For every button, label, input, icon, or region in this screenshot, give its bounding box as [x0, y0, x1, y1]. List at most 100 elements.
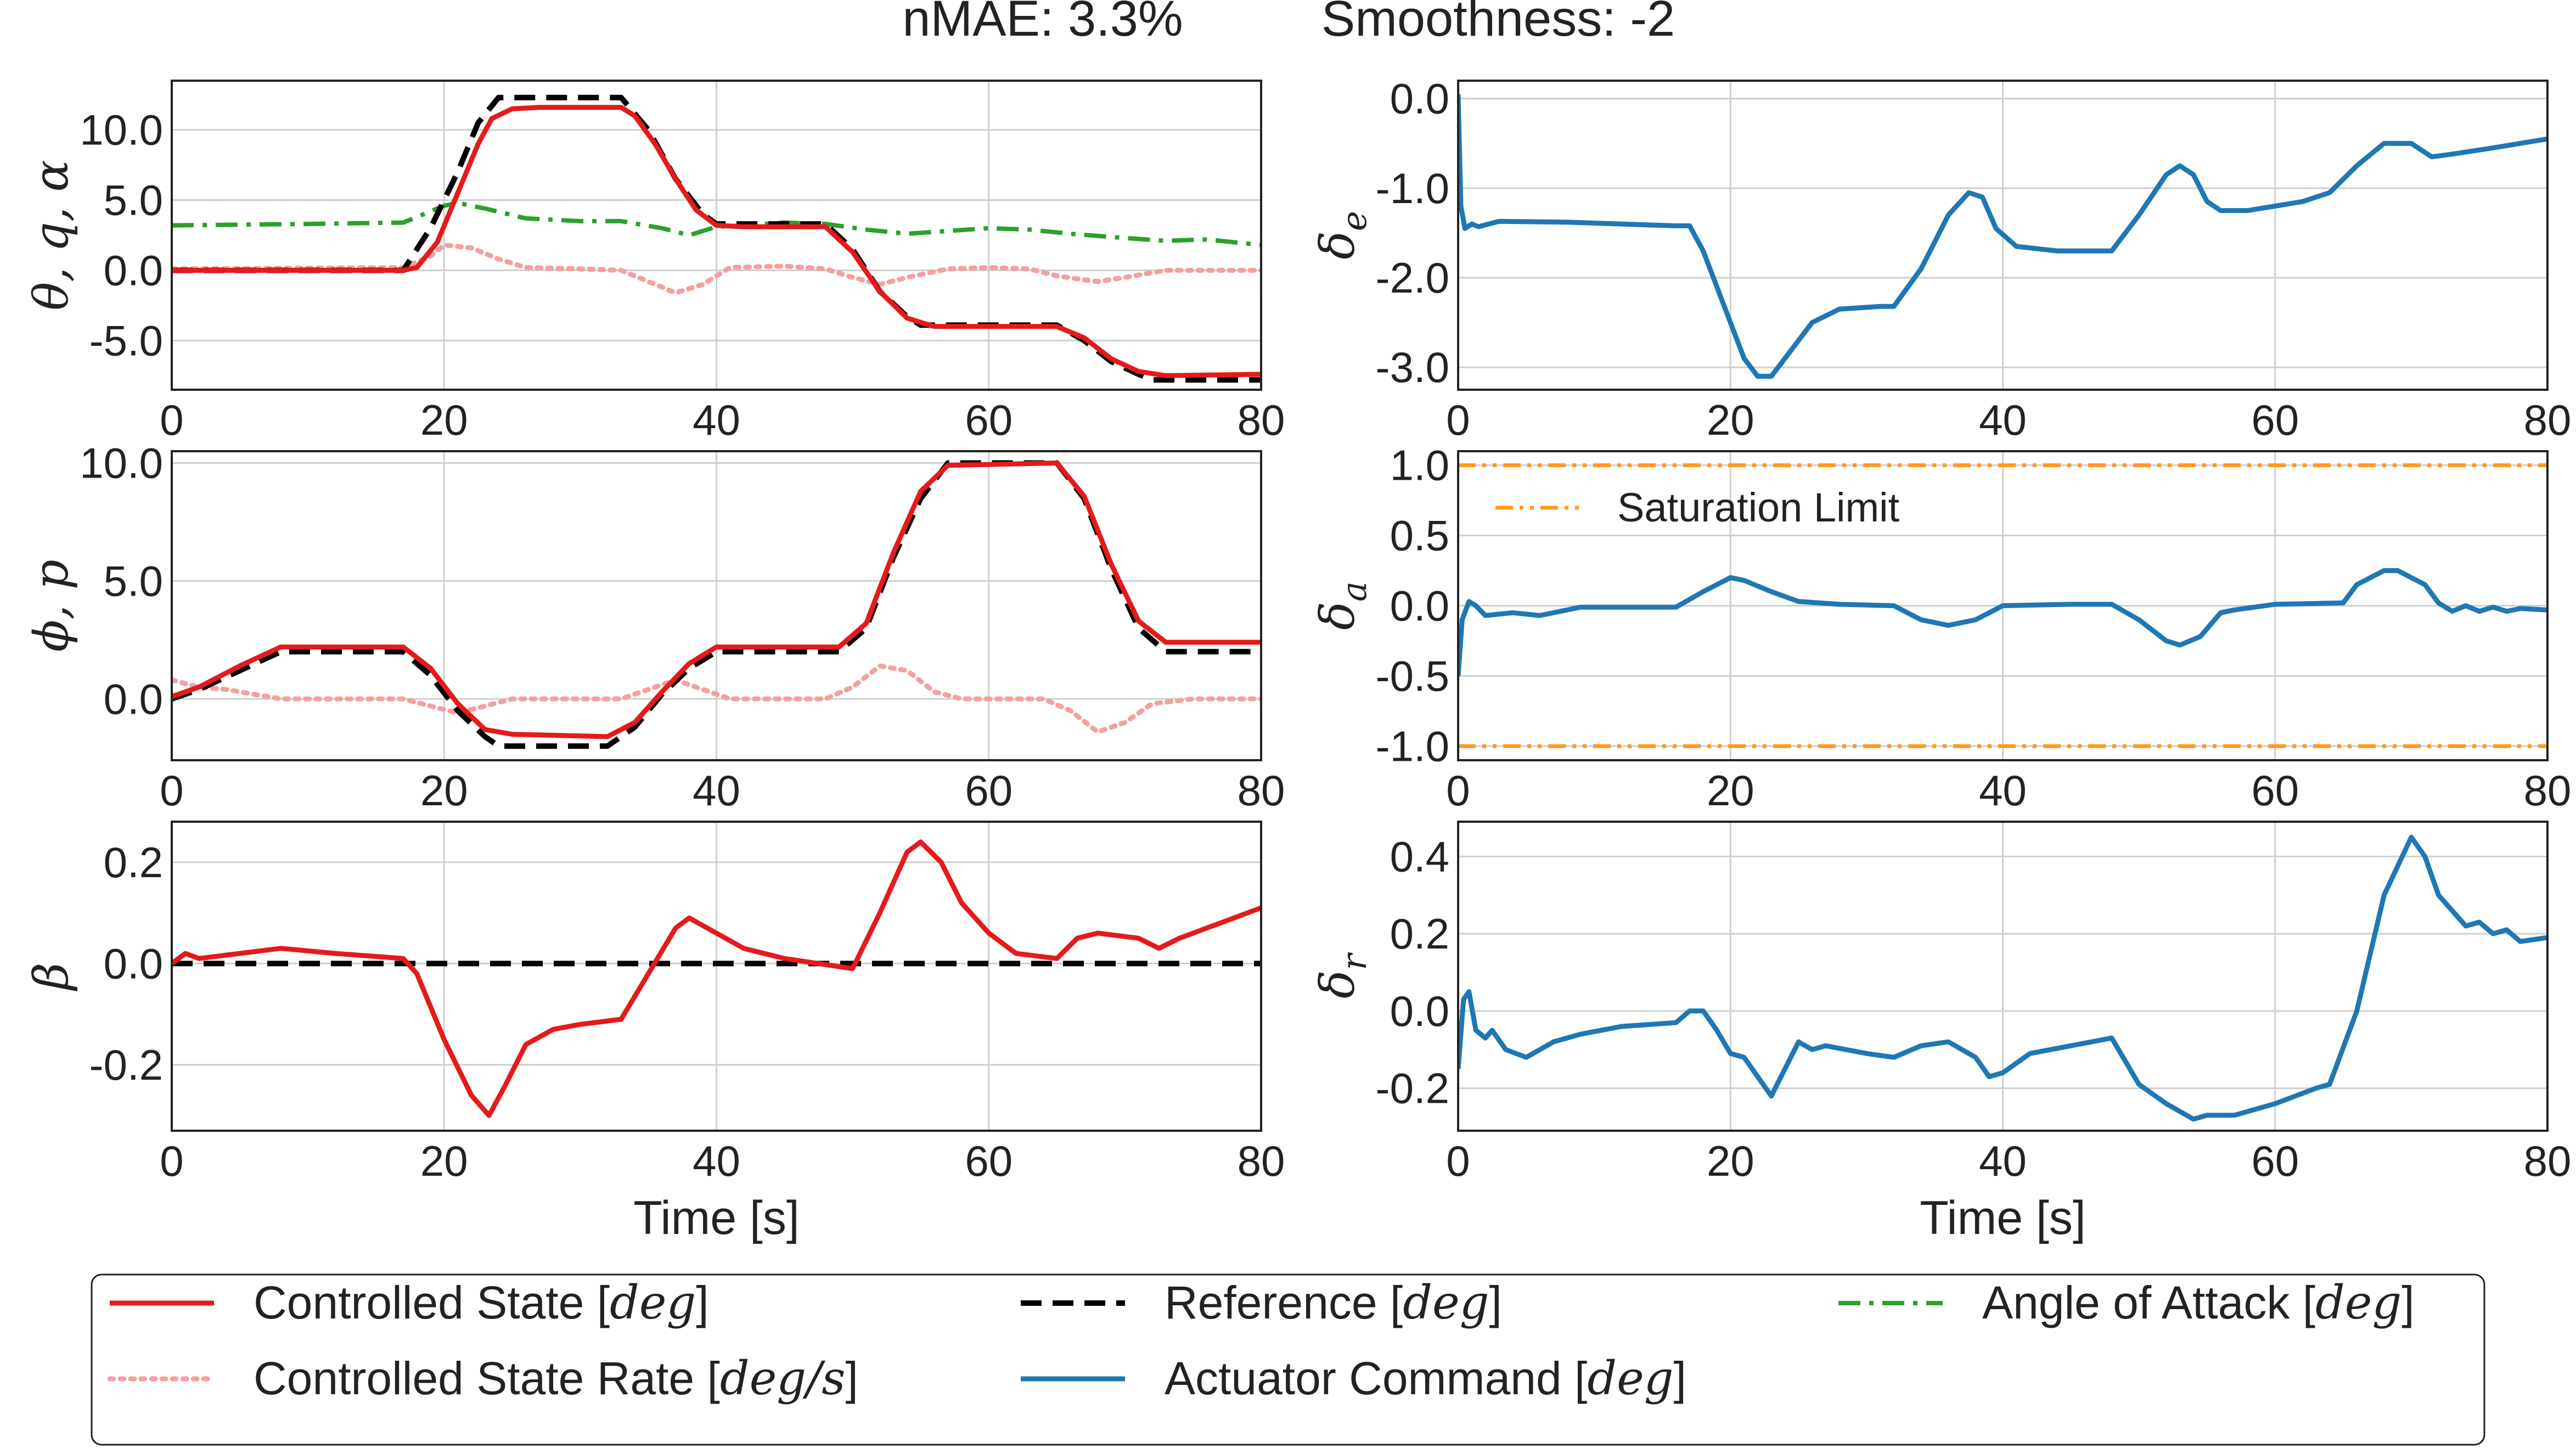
x-tick-label: 80 — [2524, 396, 2572, 444]
y-tick-label: 1.0 — [1390, 441, 1449, 490]
series-line-controlled-state — [172, 105, 1261, 378]
x-tick-label: 60 — [965, 1137, 1013, 1185]
series-line-actuator-command — [1458, 568, 2547, 676]
x-tick-label: 20 — [420, 396, 468, 444]
x-tick-label: 60 — [965, 396, 1013, 444]
series-group — [1458, 463, 2547, 748]
series-group — [1458, 834, 2547, 1122]
legend-label-actuator-command: Actuator Command [deg] — [1165, 1351, 1686, 1405]
series-group — [172, 460, 1261, 749]
x-tick-label: 60 — [2251, 766, 2299, 815]
x-tick-label: 20 — [420, 766, 468, 815]
x-tick-label: 40 — [1979, 1137, 2027, 1185]
x-tick-label: 80 — [1238, 766, 1285, 815]
x-tick-label: 20 — [420, 1137, 468, 1185]
y-axis-label: ϕ, p — [24, 559, 79, 652]
subplot-phi: 0 20 40 60 80 10.0 5.0 0.0 ϕ, p — [24, 439, 1285, 815]
subplot-theta: 0 20 40 60 80 10.0 5.0 0.0 -5.0θ, q, α — [24, 80, 1285, 444]
x-tick-label: 0 — [1446, 396, 1470, 444]
series-group — [172, 839, 1261, 1118]
y-tick-label: 5.0 — [104, 557, 163, 605]
plot-frame — [171, 821, 1262, 1132]
x-tick-label: 40 — [693, 766, 740, 815]
legend: Controlled State [deg] Reference [deg] Ang… — [91, 1273, 2485, 1446]
title-nmae: nMAE: 3.3% — [902, 0, 1183, 47]
y-axis-label: θ, q, α — [24, 160, 79, 310]
y-tick-label: -0.2 — [1376, 1064, 1449, 1113]
x-tick-label: 0 — [160, 396, 183, 444]
x-tick-label: 40 — [1979, 396, 2027, 444]
series-line-angle-of-attack — [172, 200, 1261, 248]
x-tick-label: 20 — [1707, 1137, 1754, 1185]
y-tick-label: 0.0 — [1390, 75, 1449, 123]
legend-label-reference: Reference [deg] — [1165, 1276, 1502, 1329]
series-line-controlled-state — [172, 839, 1261, 1118]
saturation-limit-label: Saturation Limit — [1617, 485, 1900, 530]
y-tick-label: -1.0 — [1376, 722, 1449, 770]
x-tick-label: 60 — [2251, 396, 2299, 444]
y-tick-label: -1.0 — [1376, 164, 1449, 212]
subplot-delta_r: 0 20 40 60 80 0.4 0.2 0.0 -0.2 δr Time [s] — [1311, 821, 2572, 1244]
y-tick-label: 0.5 — [1390, 512, 1449, 560]
subplot-beta: 0 20 40 60 80 0.2 0.0 -0.2 β Time [s] — [24, 821, 1285, 1244]
legend-label-controlled-state: Controlled State [deg] — [254, 1276, 709, 1329]
y-tick-label: -3.0 — [1376, 343, 1449, 391]
subplot-delta_a: 0 20 40 60 80 1.0 0.5 0.0 -0.5 -1.0 δa Saturation L… — [1311, 441, 2571, 815]
plot-frame — [1457, 450, 2549, 761]
title-smoothness: Smoothness: -2 — [1321, 0, 1675, 47]
x-tick-label: 20 — [1707, 766, 1754, 815]
y-tick-label: 0.0 — [104, 246, 163, 294]
x-tick-label: 80 — [1238, 1137, 1285, 1185]
series-line-controlled-state — [172, 461, 1261, 739]
legend-frame — [91, 1273, 2485, 1446]
y-tick-label: 10.0 — [80, 106, 163, 154]
y-tick-label: 0.0 — [1390, 582, 1449, 630]
y-tick-label: 0.0 — [1390, 987, 1449, 1035]
plot-frame — [1457, 80, 2549, 391]
x-tick-label: 0 — [160, 766, 183, 815]
x-tick-label: 80 — [1238, 396, 1285, 444]
x-tick-label: 80 — [2524, 766, 2572, 815]
x-tick-label: 60 — [965, 766, 1013, 815]
x-axis-label: Time [s] — [1920, 1192, 2086, 1244]
x-axis-label: Time [s] — [633, 1192, 800, 1244]
x-tick-label: 0 — [1446, 766, 1470, 815]
y-tick-label: -0.5 — [1376, 652, 1449, 700]
series-group — [1458, 94, 2547, 379]
series-line-actuator-command — [1458, 834, 2547, 1122]
plot-frame — [171, 80, 1262, 391]
x-tick-label: 80 — [2524, 1137, 2572, 1185]
subplot-delta_e: 0 20 40 60 80 0.0 -1.0 -2.0 -3.0 δe — [1311, 75, 2571, 444]
series-line-actuator-command — [1458, 94, 2547, 379]
series-line-controlled-state-rate — [172, 242, 1261, 295]
plot-frame — [171, 450, 1262, 761]
y-axis-label: δe — [1311, 211, 1374, 259]
y-tick-label: 0.0 — [104, 939, 163, 987]
x-tick-label: 20 — [1707, 396, 1754, 444]
legend-label-angle-of-attack: Angle of Attack [deg] — [1982, 1276, 2415, 1329]
y-tick-label: 0.4 — [1390, 832, 1449, 880]
y-tick-label: 0.0 — [104, 675, 163, 723]
x-tick-label: 0 — [160, 1137, 183, 1185]
y-tick-label: 5.0 — [104, 176, 163, 225]
x-tick-label: 40 — [693, 396, 740, 444]
y-tick-label: 0.2 — [104, 838, 163, 886]
y-tick-label: 0.2 — [1390, 910, 1449, 958]
y-tick-label: -5.0 — [89, 316, 163, 364]
x-tick-label: 0 — [1446, 1137, 1470, 1185]
legend-label-controlled-state-rate: Controlled State Rate [deg/s] — [254, 1351, 858, 1405]
y-tick-label: -2.0 — [1376, 254, 1449, 302]
series-line-controlled-state-rate — [172, 663, 1261, 734]
y-axis-label: β — [24, 963, 79, 992]
series-group — [172, 94, 1261, 383]
y-axis-label: δr — [1311, 952, 1374, 998]
x-tick-label: 40 — [693, 1137, 740, 1185]
y-tick-label: 10.0 — [80, 439, 163, 487]
plot-frame — [1457, 821, 2549, 1132]
x-tick-label: 60 — [2251, 1137, 2299, 1185]
y-tick-label: -0.2 — [89, 1041, 163, 1089]
x-tick-label: 40 — [1979, 766, 2027, 815]
y-axis-label: δa — [1311, 581, 1374, 630]
